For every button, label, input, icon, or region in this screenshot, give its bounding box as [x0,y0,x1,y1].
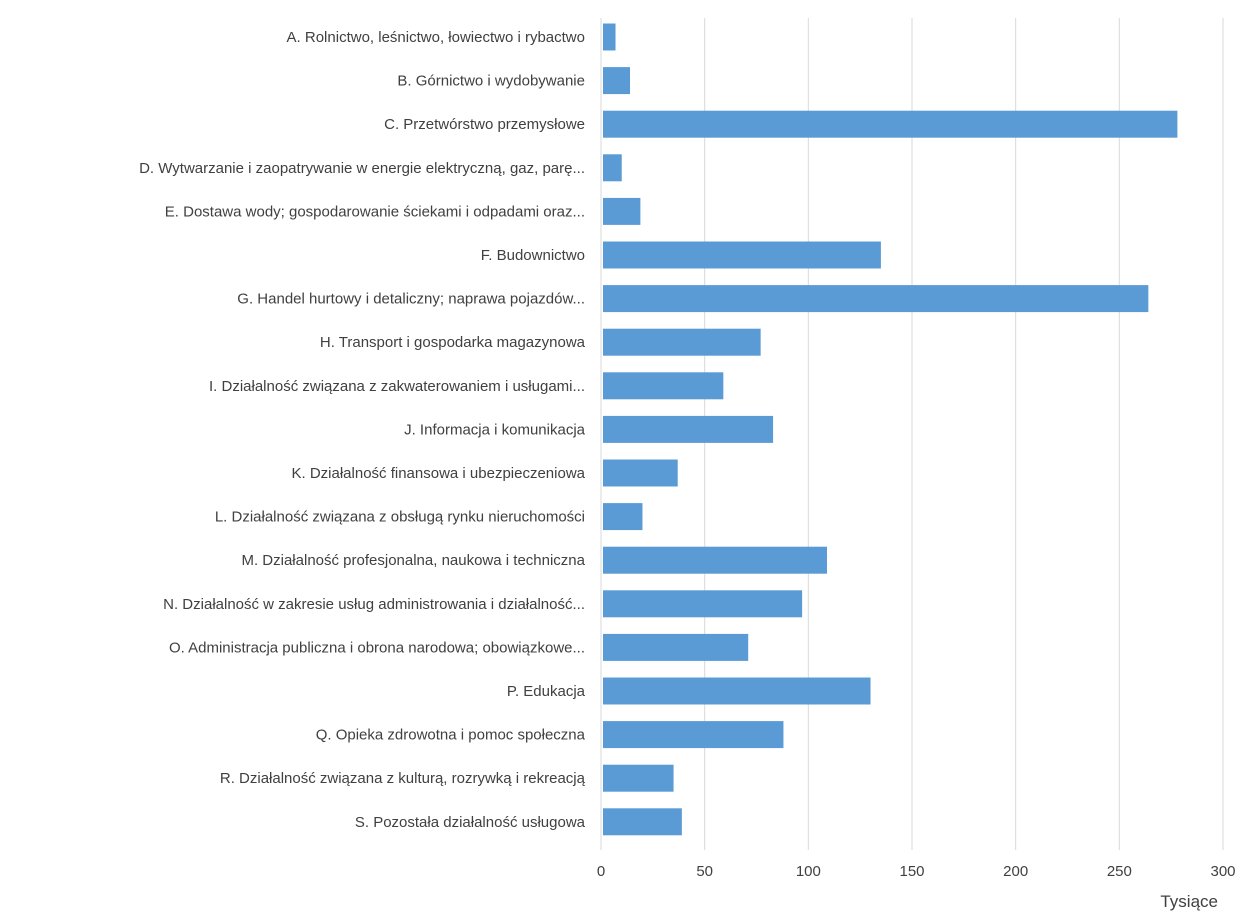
x-tick-label: 0 [597,863,605,880]
bar [603,67,631,95]
category-label: P. Edukacja [507,683,586,700]
category-label: S. Pozostała działalność usługowa [355,814,586,831]
x-tick-label: 300 [1210,863,1235,880]
gridlines [600,18,1224,850]
category-label: O. Administracja publiczna i obrona naro… [169,639,585,656]
x-tick-label: 200 [1003,863,1028,880]
bar [603,590,803,618]
bar [603,110,1178,138]
category-labels: A. Rolnictwo, leśnictwo, łowiectwo i ryb… [139,29,586,831]
bar [603,808,682,836]
x-tick-label: 100 [796,863,821,880]
category-label: L. Działalność związana z obsługą rynku … [215,509,585,526]
category-label: N. Działalność w zakresie usług administ… [163,596,585,613]
bar [603,415,774,443]
category-label: I. Działalność związana z zakwaterowanie… [209,378,585,395]
category-label: Q. Opieka zdrowotna i pomoc społeczna [316,727,586,744]
category-label: B. Górnictwo i wydobywanie [397,73,585,90]
x-tick-label: 150 [899,863,924,880]
category-label: K. Działalność finansowa i ubezpieczenio… [292,465,586,482]
x-axis-unit-label: Tysiące [1160,892,1218,911]
bar [603,372,724,400]
category-label: D. Wytwarzanie i zaopatrywanie w energie… [139,160,585,177]
bar [603,764,674,792]
bar [603,285,1149,313]
category-label: C. Przetwórstwo przemysłowe [384,116,585,133]
bar [603,459,678,487]
bar [603,677,871,705]
bar [603,241,881,269]
x-tick-label: 250 [1107,863,1132,880]
category-label: G. Handel hurtowy i detaliczny; naprawa … [237,291,585,308]
category-label: A. Rolnictwo, leśnictwo, łowiectwo i ryb… [287,29,585,46]
category-label: F. Budownictwo [481,247,585,264]
bar [603,197,641,225]
category-label: M. Działalność profesjonalna, naukowa i … [241,552,585,569]
bar [603,633,749,661]
bar [603,23,616,51]
bar [603,328,761,356]
bar [603,154,622,182]
bars [603,23,1178,836]
bar [603,721,784,749]
bar [603,503,643,531]
bar [603,546,827,574]
category-label: J. Informacja i komunikacja [404,421,586,438]
x-tick-labels: 0 50 100 150 200 250 300 [597,863,1236,880]
category-label: R. Działalność związana z kulturą, rozry… [220,770,586,787]
category-label: E. Dostawa wody; gospodarowanie ściekami… [165,203,585,220]
x-tick-label: 50 [696,863,713,880]
category-label: H. Transport i gospodarka magazynowa [320,334,586,351]
